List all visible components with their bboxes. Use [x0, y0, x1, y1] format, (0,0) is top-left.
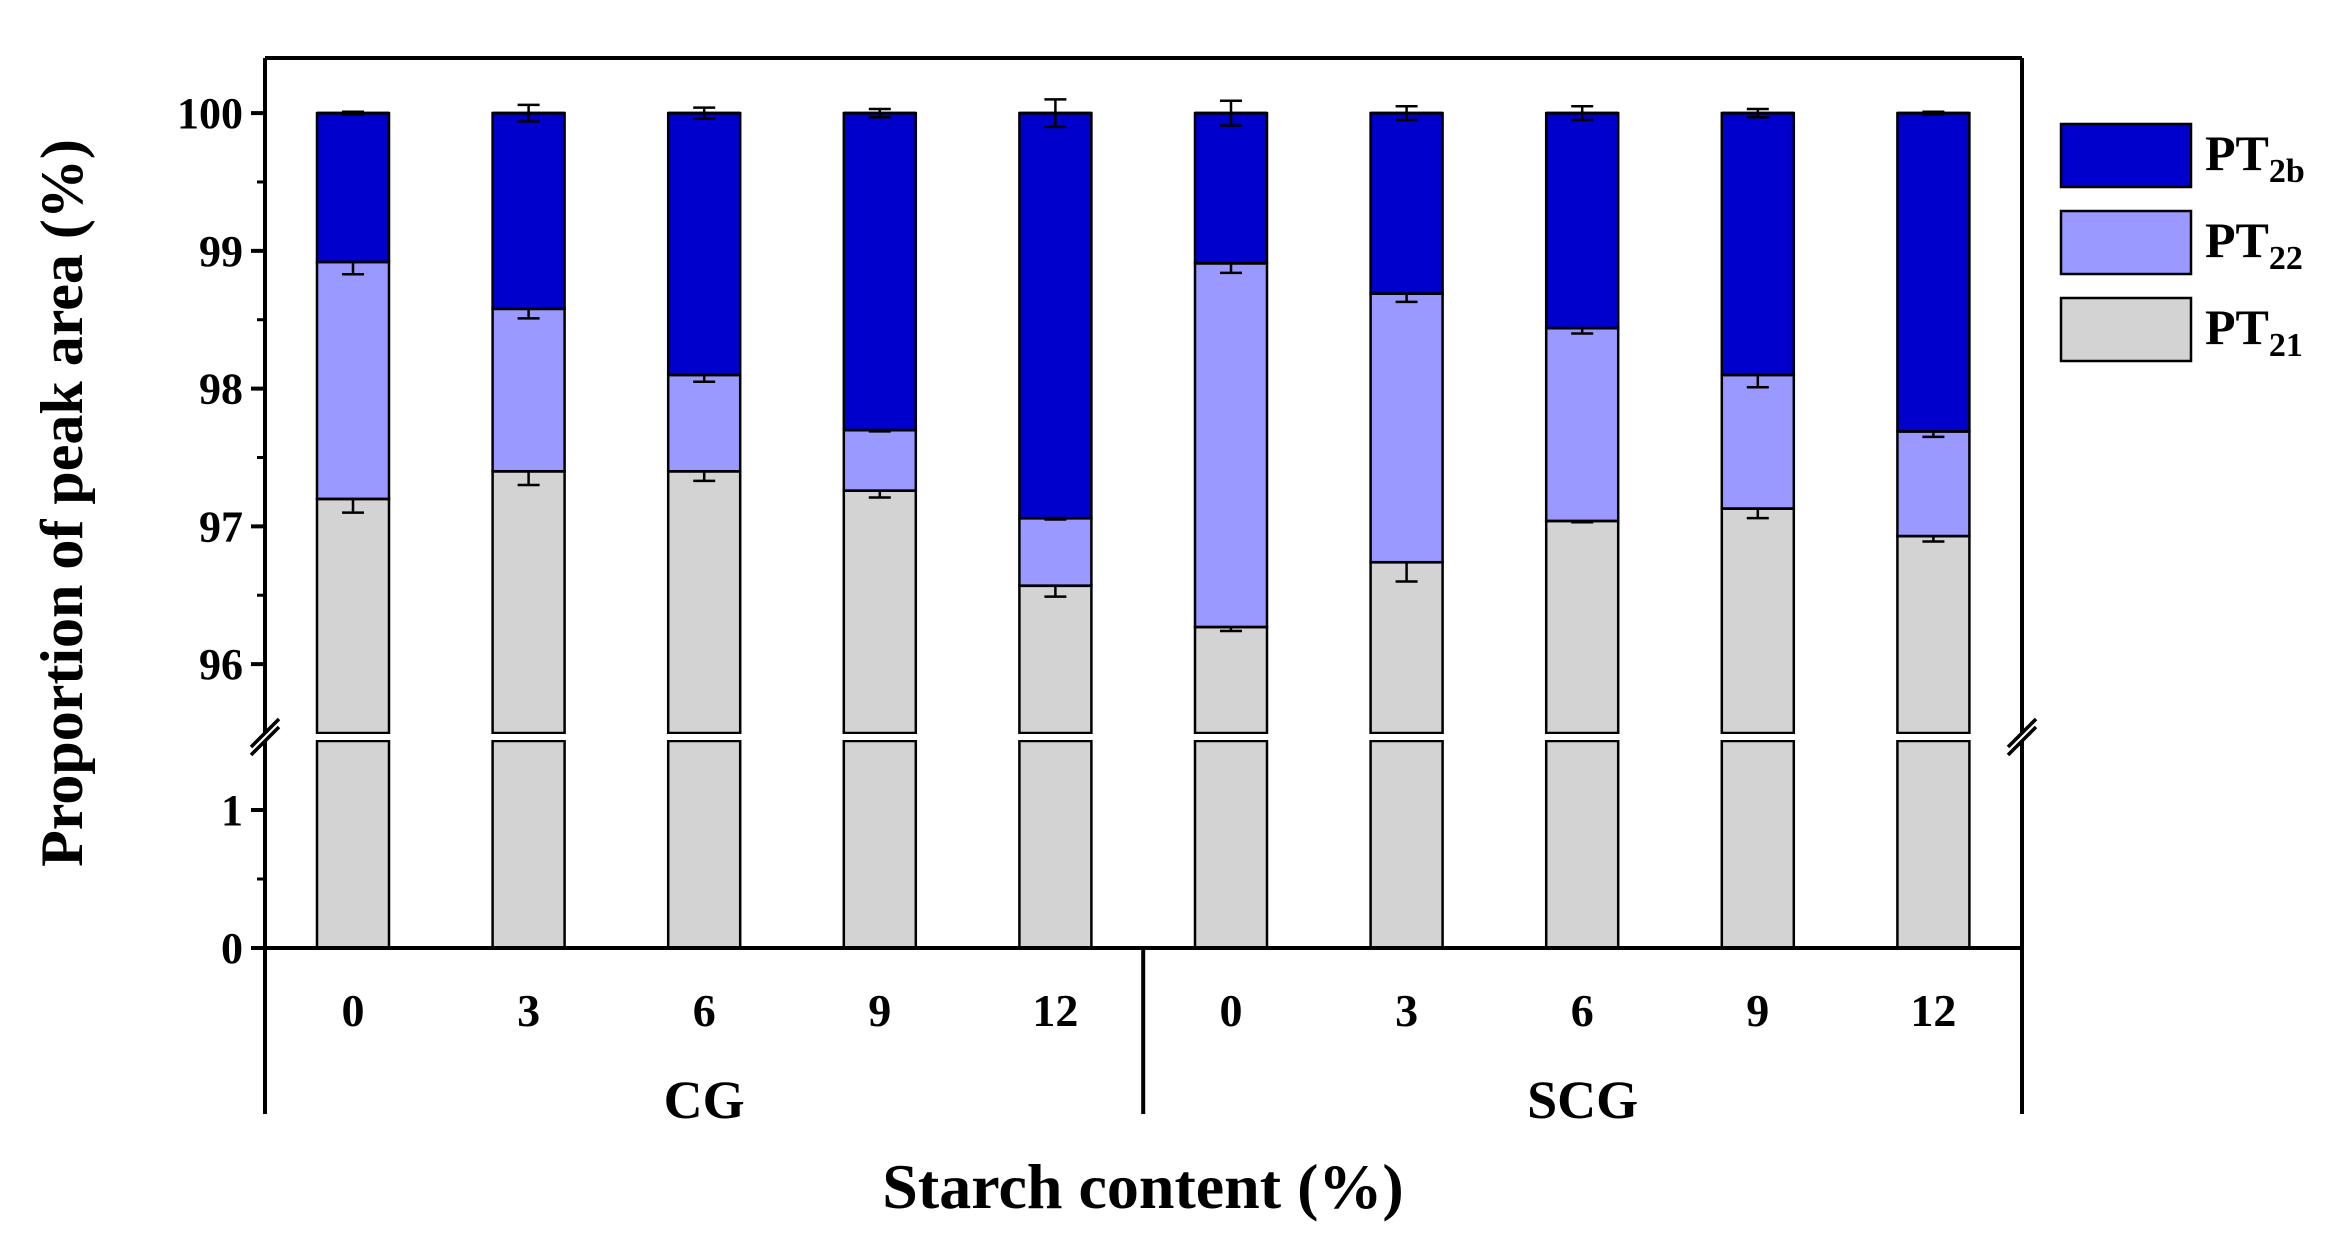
group-label-scg: SCG: [1527, 1070, 1638, 1130]
bar-pt22-scg-6-upper: [1544, 326, 1620, 523]
bar-pt22-cg-3-upper: [491, 307, 566, 473]
bar-pt2b-cg-12-upper: [1018, 111, 1093, 520]
bar-pt21-scg-0-lower: [1193, 739, 1269, 950]
legend-label-pt21: PT21: [2205, 299, 2303, 364]
y-tick-label: 0: [221, 924, 243, 973]
legend-label-subscript: 21: [2269, 327, 2303, 364]
y-tick-label: 96: [199, 640, 243, 689]
bar-pt2b-cg-0-upper: [315, 111, 391, 264]
axis-break-mark-right-2: [2006, 725, 2038, 757]
bar-pt21-cg-0-upper: [315, 497, 391, 735]
x-axis-title: Starch content (%): [882, 1151, 1403, 1222]
bar-pt22-cg-6-upper: [666, 373, 742, 473]
bar-pt21-scg-3-upper: [1369, 560, 1444, 735]
x-tick-label: 3: [1395, 985, 1418, 1036]
legend-label-main: PT: [2205, 212, 2269, 268]
bar-pt21-cg-3-lower: [491, 739, 566, 950]
bar-pt21-scg-6-lower: [1544, 739, 1620, 950]
bar-pt21-cg-9-lower: [842, 739, 918, 950]
x-tick-label: 9: [868, 985, 891, 1036]
legend-label-pt2b: PT2b: [2205, 125, 2305, 190]
bar-pt2b-scg-3-upper: [1369, 111, 1444, 295]
bar-pt21-cg-6-lower: [666, 739, 742, 950]
bar-pt21-scg-3-lower: [1369, 739, 1444, 950]
legend-label-main: PT: [2205, 299, 2269, 355]
x-tick-label: 12: [1910, 985, 1956, 1036]
legend-swatch-pt22: [2059, 209, 2193, 276]
x-tick-label: 9: [1746, 985, 1769, 1036]
bar-pt2b-cg-3-upper: [491, 111, 566, 310]
bar-pt21-cg-12-lower: [1018, 739, 1093, 950]
bar-pt22-scg-9-upper: [1720, 373, 1796, 510]
legend-label-pt22: PT22: [2205, 212, 2303, 277]
bar-pt2b-scg-0-upper: [1193, 111, 1269, 265]
legend-swatch-pt21: [2059, 296, 2193, 363]
bar-pt21-scg-12-upper: [1896, 534, 1971, 735]
bar-pt2b-scg-12-upper: [1896, 111, 1971, 433]
bar-pt21-scg-6-upper: [1544, 519, 1620, 735]
axis-break-mark-left-1: [249, 717, 281, 749]
bar-pt21-cg-9-upper: [842, 489, 918, 735]
axis-break-gap: [253, 734, 2034, 740]
bar-pt22-scg-3-upper: [1369, 292, 1444, 564]
y-tick-label: 97: [199, 502, 243, 551]
legend-label-subscript: 2b: [2269, 153, 2305, 190]
labels-layer: 96 97 98 99 100 0 1 0 3 6 9 12 0 3 6 9 12 CG SCG Starch con…: [29, 89, 1956, 1222]
bar-pt21-cg-12-upper: [1018, 584, 1093, 735]
bar-pt22-cg-0-upper: [315, 260, 391, 501]
x-tick-label: 6: [1571, 985, 1594, 1036]
bars-layer: [315, 98, 1971, 950]
bar-pt21-cg-6-upper: [666, 470, 742, 735]
bar-pt2b-cg-6-upper: [666, 111, 742, 377]
x-tick-label: 0: [342, 985, 365, 1036]
axis-break-mark-right-1: [2006, 717, 2038, 749]
legend-label-subscript: 22: [2269, 240, 2303, 277]
y-tick-label: 99: [199, 227, 243, 276]
x-tick-label: 12: [1032, 985, 1078, 1036]
bar-pt21-scg-9-upper: [1720, 507, 1796, 735]
bar-pt2b-scg-9-upper: [1720, 111, 1796, 377]
y-tick-label: 100: [177, 89, 243, 138]
x-tick-label: 0: [1220, 985, 1243, 1036]
y-tick-label: 1: [221, 786, 243, 835]
bar-pt21-scg-12-lower: [1896, 739, 1971, 950]
bar-pt21-cg-0-lower: [315, 739, 391, 950]
bar-pt21-scg-9-lower: [1720, 739, 1796, 950]
y-tick-label: 98: [199, 365, 243, 414]
group-label-cg: CG: [664, 1070, 745, 1130]
bar-pt21-cg-3-upper: [491, 470, 566, 735]
bar-pt2b-cg-9-upper: [842, 111, 918, 432]
legend-swatch-pt2b: [2059, 122, 2193, 189]
y-axis-title: Proportion of peak area (%): [29, 139, 95, 867]
bar-pt21-scg-0-upper: [1193, 625, 1269, 735]
bar-pt22-scg-0-upper: [1193, 262, 1269, 629]
bar-pt22-cg-9-upper: [842, 428, 918, 492]
bar-pt2b-scg-6-upper: [1544, 111, 1620, 330]
axes-layer: [249, 56, 2038, 1114]
bar-pt22-cg-12-upper: [1018, 516, 1093, 587]
legend-label-main: PT: [2205, 125, 2269, 181]
x-tick-label: 6: [693, 985, 716, 1036]
axis-break-mark-left-2: [249, 725, 281, 757]
bar-pt22-scg-12-upper: [1896, 430, 1971, 538]
x-tick-label: 3: [517, 985, 540, 1036]
